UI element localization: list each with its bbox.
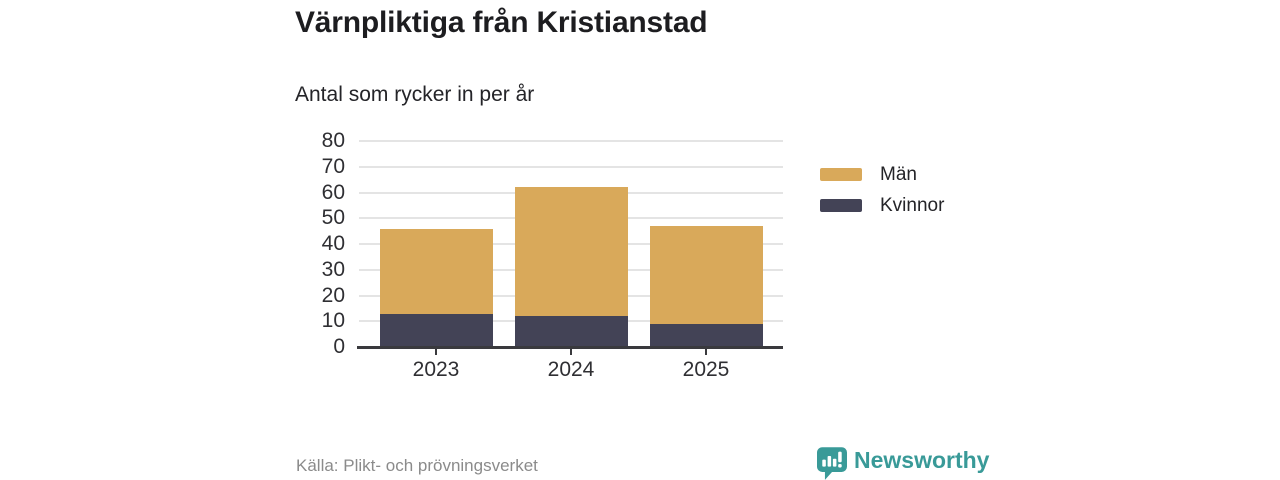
- gridline-y-80: [359, 140, 783, 142]
- x-axis-line: [357, 345, 783, 349]
- bar-segment-män-2023: [379, 228, 493, 314]
- source-note: Källa: Plikt- och prövningsverket: [296, 456, 538, 475]
- x-tick-mark-2024: [570, 348, 572, 355]
- legend-label: Kvinnor: [880, 195, 945, 216]
- bar-segment-män-2024: [514, 187, 628, 317]
- y-tick-label: 70: [321, 154, 345, 178]
- newsworthy-speech-bubble-bar-chart-icon: [817, 447, 847, 480]
- legend-item-män: Män: [820, 165, 944, 184]
- legend: Män Kvinnor: [820, 165, 944, 227]
- y-tick-label: 30: [321, 257, 345, 281]
- gridline-y-70: [359, 165, 783, 168]
- y-tick-label: 0: [333, 335, 345, 358]
- x-tick-label: 2025: [682, 358, 730, 381]
- legend-swatch: [820, 168, 862, 181]
- y-tick-label: 40: [321, 232, 345, 255]
- x-tick-mark-2023: [435, 348, 437, 355]
- brand-lockup: Newsworthy: [817, 445, 989, 480]
- bar-segment-kvinnor-2024: [514, 316, 628, 347]
- legend-label: Män: [880, 164, 917, 185]
- chart-title: Värnpliktiga från Kristianstad: [295, 6, 708, 39]
- y-tick-label: 20: [321, 283, 345, 307]
- legend-swatch: [820, 199, 862, 212]
- y-tick-label: 80: [321, 129, 345, 152]
- chart-subtitle: Antal som rycker in per år: [295, 83, 535, 106]
- bar-segment-kvinnor-2023: [379, 313, 493, 347]
- x-tick-mark-2025: [705, 348, 707, 355]
- x-tick-label: 2023: [412, 358, 460, 381]
- y-tick-label: 50: [321, 206, 345, 230]
- x-tick-label: 2024: [547, 358, 595, 381]
- y-tick-label: 10: [321, 309, 345, 333]
- bar-segment-kvinnor-2025: [649, 323, 763, 347]
- brand-name: Newsworthy: [854, 447, 990, 473]
- legend-item-kvinnor: Kvinnor: [820, 196, 944, 215]
- y-tick-label: 60: [321, 180, 345, 204]
- bar-segment-män-2025: [649, 225, 763, 324]
